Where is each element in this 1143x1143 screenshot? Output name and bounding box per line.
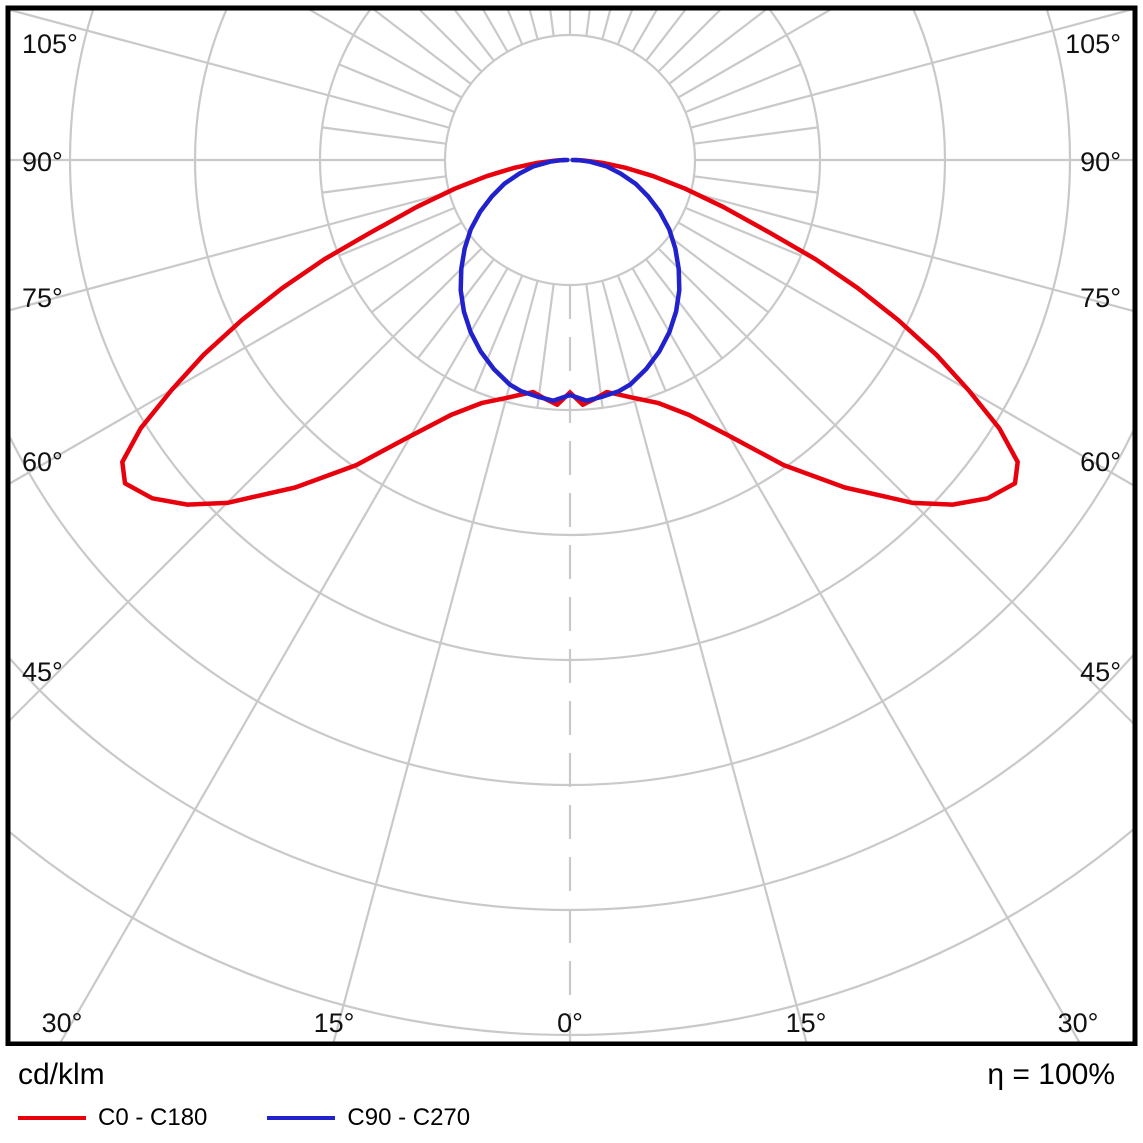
grid-radial-fine bbox=[372, 10, 472, 85]
legend-swatch-red bbox=[18, 1116, 86, 1120]
grid-radial-fine bbox=[645, 258, 724, 360]
angle-label-left: 45° bbox=[22, 657, 63, 687]
grid-radial-fine bbox=[668, 235, 770, 314]
chart-border bbox=[5, 5, 1138, 1046]
grid-radial-fine bbox=[685, 63, 802, 114]
grid-radial bbox=[10, 221, 463, 485]
grid-radial bbox=[10, 191, 450, 312]
legend-swatch-blue bbox=[267, 1116, 336, 1120]
legend-label: C90 - C270 bbox=[347, 1104, 471, 1131]
grid-radial-fine bbox=[685, 206, 802, 257]
angle-label-right: 60° bbox=[1080, 447, 1121, 477]
angle-label-bottom: 30° bbox=[42, 1008, 83, 1038]
grid-radial bbox=[332, 280, 539, 1042]
chart-footer: cd/klm η = 100% C0 - C180 C90 - C270 bbox=[0, 1046, 1143, 1143]
grid-radial-fine bbox=[693, 126, 819, 145]
grid-radial-fine bbox=[668, 10, 768, 85]
grid-radial-fine bbox=[321, 175, 447, 194]
grid-radial bbox=[59, 267, 509, 1042]
grid-radial-fine bbox=[416, 258, 495, 360]
grid-radial-fine bbox=[585, 10, 591, 37]
grid-ring bbox=[10, 828, 1133, 1036]
angle-label-bottom: 15° bbox=[314, 1008, 355, 1038]
grid-radial-fine bbox=[338, 206, 455, 257]
grid-radial-fine bbox=[473, 275, 524, 392]
grid-radial bbox=[601, 280, 808, 1042]
angle-label-left: 60° bbox=[22, 447, 63, 477]
legend-item-c90-c270: C90 - C270 bbox=[267, 1104, 470, 1132]
legend-label: C0 - C180 bbox=[98, 1104, 208, 1131]
angle-label-right: 75° bbox=[1080, 283, 1121, 313]
curve-c90-c270 bbox=[458, 157, 682, 403]
angle-label-right: 45° bbox=[1080, 657, 1121, 687]
grid-radial bbox=[631, 267, 1081, 1042]
angle-label-right: 105° bbox=[1065, 29, 1121, 59]
legend-item-c0-c180: C0 - C180 bbox=[18, 1104, 207, 1132]
grid-radial bbox=[10, 247, 483, 722]
curve-c0-c180 bbox=[120, 157, 1020, 507]
grid-radial-fine bbox=[645, 10, 687, 62]
angle-label-bottom: 15° bbox=[786, 1008, 827, 1038]
efficiency-label: η = 100% bbox=[987, 1058, 1115, 1091]
angle-label-left: 105° bbox=[22, 29, 78, 59]
grid-radial bbox=[677, 221, 1133, 487]
grid-radial-fine bbox=[616, 275, 667, 392]
angle-label-left: 90° bbox=[22, 147, 63, 177]
grid-radial-fine bbox=[370, 235, 472, 314]
grid-radial-fine bbox=[693, 175, 819, 194]
grid-ring bbox=[443, 33, 697, 287]
angle-label-bottom: 30° bbox=[1058, 1008, 1099, 1038]
grid-radial-fine bbox=[536, 283, 555, 409]
unit-label: cd/klm bbox=[18, 1058, 105, 1091]
grid-radial-fine bbox=[453, 10, 495, 62]
grid-radial-fine bbox=[338, 63, 455, 114]
grid-radial-fine bbox=[585, 283, 604, 409]
grid-radial-fine bbox=[616, 10, 634, 45]
grid-radial-fine bbox=[506, 10, 524, 45]
grid-radial bbox=[690, 10, 1133, 129]
polar-intensity-chart: 105° 105° 90° 90° 75° 75° 60° 60° 45° 45° 30° 15° 0°… bbox=[5, 5, 1138, 1046]
legend: C0 - C180 C90 - C270 bbox=[18, 1104, 470, 1132]
grid-radial-fine bbox=[549, 10, 555, 37]
grid-radial bbox=[690, 191, 1133, 312]
grid-radial bbox=[657, 247, 1133, 725]
angle-label-left: 75° bbox=[22, 283, 63, 313]
grid-radial-fine bbox=[321, 126, 447, 145]
polar-grid bbox=[10, 10, 1133, 1042]
angle-label-right: 90° bbox=[1080, 147, 1121, 177]
grid-ring bbox=[10, 653, 1133, 911]
angle-label-bottom: 0° bbox=[557, 1008, 583, 1038]
grid-radial bbox=[10, 10, 450, 129]
